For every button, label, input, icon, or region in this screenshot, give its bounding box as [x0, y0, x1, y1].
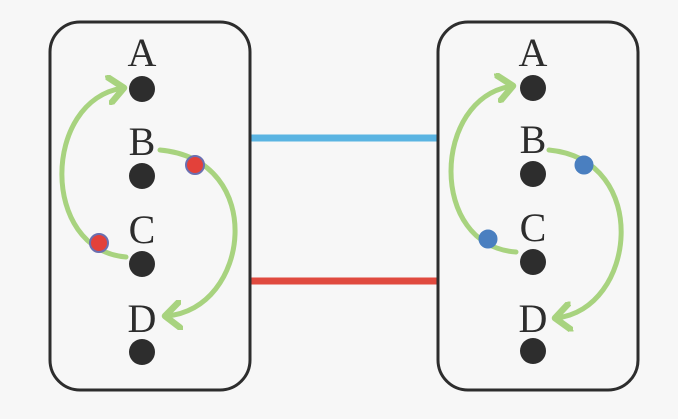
right-panel: A B C D: [436, 20, 640, 392]
left-label-d: D: [128, 296, 157, 341]
left-label-b: B: [129, 119, 156, 164]
right-marker-b-arrow: [574, 155, 594, 175]
left-node-d: [129, 339, 155, 365]
right-node-b: [520, 161, 546, 187]
left-marker-b-arrow: [185, 155, 205, 175]
right-label-c: C: [520, 205, 547, 250]
left-node-c: [129, 251, 155, 277]
left-label-c: C: [129, 207, 156, 252]
right-panel-box: [436, 20, 640, 392]
left-marker-c-arrow: [89, 233, 109, 253]
right-label-d: D: [519, 296, 548, 341]
right-node-d: [520, 338, 546, 364]
right-label-b: B: [520, 117, 547, 162]
right-node-a: [520, 75, 546, 101]
right-node-c: [520, 249, 546, 275]
left-panel-box: [48, 20, 252, 392]
left-node-a: [129, 76, 155, 102]
right-marker-c-arrow: [478, 229, 498, 249]
left-label-a: A: [128, 30, 157, 75]
left-node-b: [129, 163, 155, 189]
left-panel: A B C D: [48, 20, 252, 392]
right-label-a: A: [519, 30, 548, 75]
